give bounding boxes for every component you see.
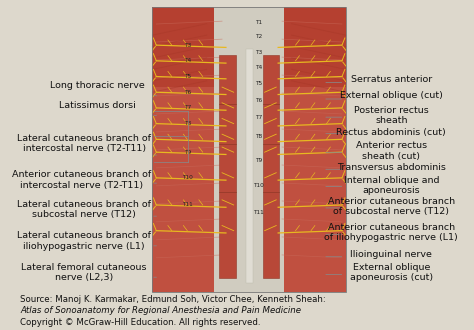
FancyBboxPatch shape [153,7,230,292]
Text: Copyright © McGraw-Hill Education. All rights reserved.: Copyright © McGraw-Hill Education. All r… [20,317,261,327]
Text: T4: T4 [255,65,263,71]
Text: T3: T3 [183,43,191,48]
FancyBboxPatch shape [153,7,346,86]
Text: Serratus anterior: Serratus anterior [351,75,432,84]
FancyBboxPatch shape [263,55,279,278]
Text: T6: T6 [255,98,263,103]
FancyBboxPatch shape [246,50,253,283]
Text: T11: T11 [182,203,192,208]
Text: T9: T9 [183,150,191,155]
Text: T3: T3 [255,50,263,55]
Text: T7: T7 [255,115,263,120]
Text: Lateral cutaneous branch of
subcostal nerve (T12): Lateral cutaneous branch of subcostal ne… [17,200,151,219]
Text: T8: T8 [255,134,263,139]
Text: Lateral cutaneous branch of
iliohypogastric nerve (L1): Lateral cutaneous branch of iliohypogast… [17,231,151,250]
FancyBboxPatch shape [278,7,346,292]
Text: T10: T10 [254,182,264,187]
Text: T4: T4 [183,58,191,63]
Text: Anterior cutaneous branch
of subcostal nerve (T12): Anterior cutaneous branch of subcostal n… [328,197,455,216]
Text: Long thoracic nerve: Long thoracic nerve [50,81,145,90]
Text: T9: T9 [255,158,263,163]
Text: T6: T6 [184,90,191,95]
Text: Lateral cutaneous branch of
intercostal nerve (T2-T11): Lateral cutaneous branch of intercostal … [17,134,151,153]
Text: T8: T8 [183,121,191,126]
Text: Rectus abdominis (cut): Rectus abdominis (cut) [337,127,446,137]
Text: T1: T1 [255,20,263,25]
Text: T5: T5 [255,81,263,86]
Text: T10: T10 [182,175,193,181]
Text: Lateral femoral cutaneous
nerve (L2,3): Lateral femoral cutaneous nerve (L2,3) [21,263,147,282]
FancyBboxPatch shape [219,55,236,278]
Text: Latissimus dorsi: Latissimus dorsi [59,101,136,110]
FancyBboxPatch shape [153,7,346,292]
Text: Anterior rectus
sheath (cut): Anterior rectus sheath (cut) [356,141,427,160]
Text: Transversus abdominis: Transversus abdominis [337,163,446,172]
Text: Internal oblique and
aponeurosis: Internal oblique and aponeurosis [344,176,439,195]
Text: Source: Manoj K. Karmakar, Edmund Soh, Victor Chee, Kenneth Sheah:: Source: Manoj K. Karmakar, Edmund Soh, V… [20,295,326,304]
Text: Ilioinguinal nerve: Ilioinguinal nerve [350,250,432,259]
Text: T2: T2 [255,34,263,39]
Text: Anterior cutaneous branch
of iliohypogastric nerve (L1): Anterior cutaneous branch of iliohypogas… [325,223,458,242]
Text: T11: T11 [254,210,264,215]
Text: External oblique (cut): External oblique (cut) [340,91,443,100]
Text: T5: T5 [183,74,191,79]
Text: T7: T7 [183,105,191,111]
Text: Anterior cutaneous branch of
intercostal nerve (T2-T11): Anterior cutaneous branch of intercostal… [12,170,152,189]
FancyBboxPatch shape [214,7,284,292]
Text: Posterior rectus
sheath: Posterior rectus sheath [354,106,428,125]
Text: External oblique
aponeurosis (cut): External oblique aponeurosis (cut) [350,263,433,282]
Text: Atlas of Sonoanatomy for Regional Anesthesia and Pain Medicine: Atlas of Sonoanatomy for Regional Anesth… [20,306,301,315]
